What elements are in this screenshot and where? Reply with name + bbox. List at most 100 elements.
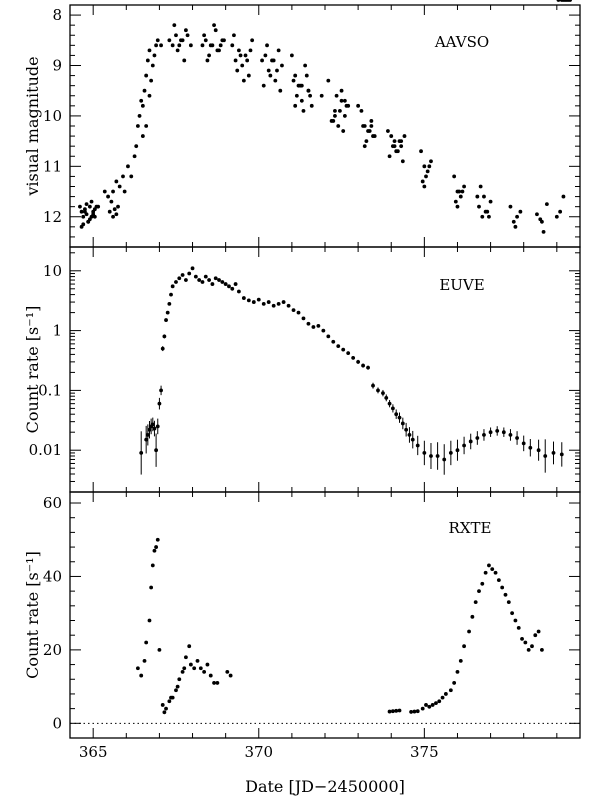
data-point [458,658,463,663]
data-point [144,73,149,78]
data-point [299,98,304,103]
data-point [142,658,147,663]
data-point [430,703,435,707]
data-point [424,703,428,707]
data-point [293,103,298,108]
data-point [520,636,524,641]
data-point [470,614,475,619]
data-point [556,0,561,2]
data-point [155,537,160,542]
data-point [366,365,370,370]
data-point [175,48,180,53]
data-point [227,284,231,289]
data-point [177,677,182,682]
data-point [152,548,157,553]
data-point [511,219,516,224]
data-point [336,124,341,128]
data-point [154,43,159,48]
data-point [478,184,483,189]
data-point [516,625,521,630]
data-point [462,184,466,189]
data-point [544,202,549,207]
data-point [160,703,165,707]
data-point [321,328,326,333]
data-point [117,184,122,189]
data-point [109,199,114,204]
data-point [243,53,248,58]
data-point [144,124,149,128]
data-point [137,114,142,118]
data-point [361,363,365,368]
data-point [419,149,423,154]
data-point [558,209,563,214]
data-point [326,78,331,83]
data-point [540,647,544,652]
data-point [208,673,213,678]
data-point [160,346,165,351]
panel-frame [69,246,581,493]
data-point [180,273,185,277]
y-axis-label: visual magnitude [23,56,42,196]
data-point [311,325,316,329]
data-point [185,33,190,38]
data-point [155,38,160,43]
data-point [114,212,119,217]
data-point [508,204,513,209]
data-point [197,278,202,282]
data-point [361,124,365,128]
data-point [526,647,531,652]
data-point [422,164,427,169]
data-point [455,204,460,209]
data-point [271,58,276,63]
data-point [266,68,271,73]
data-point [147,93,152,98]
data-point [167,301,172,306]
data-point [116,204,120,209]
data-point [149,585,154,590]
data-point [215,48,220,53]
data-point [177,43,182,48]
y-tick-label: 10 [43,262,62,280]
shared-x-axis: 365 370 375 [79,743,439,761]
data-point [462,644,466,649]
data-point [79,209,84,214]
data-point [448,451,453,455]
data-point [515,214,519,219]
data-point [475,194,480,199]
data-point [435,454,440,458]
data-point [356,359,361,364]
x-tick-label: 375 [410,743,439,761]
data-point [278,88,283,93]
panel-label: RXTE [449,519,492,537]
data-point [487,563,491,568]
data-point [410,437,415,442]
data-point [369,119,374,123]
data-point [540,219,544,224]
data-point [440,695,445,700]
data-point [331,339,336,344]
data-point [513,618,518,623]
data-point [225,670,230,674]
data-point [200,280,205,284]
data-point [147,48,152,53]
data-point [96,204,101,209]
data-point [493,570,498,575]
data-point [289,53,294,58]
data-point [170,43,175,48]
y-axis-label: Count rate [s⁻¹] [23,551,42,679]
data-point [215,681,220,685]
data-point [467,629,471,634]
data-point [303,63,308,68]
data-point [513,224,518,229]
data-point [296,310,301,315]
data-point [81,214,86,219]
data-point [483,209,488,214]
data-point [150,563,155,568]
y-tick-label: 9 [52,57,62,75]
data-point [371,383,375,388]
data-point [106,194,110,199]
data-point [149,78,154,83]
data-point [205,58,210,63]
data-point [107,209,112,214]
data-point [266,300,271,304]
